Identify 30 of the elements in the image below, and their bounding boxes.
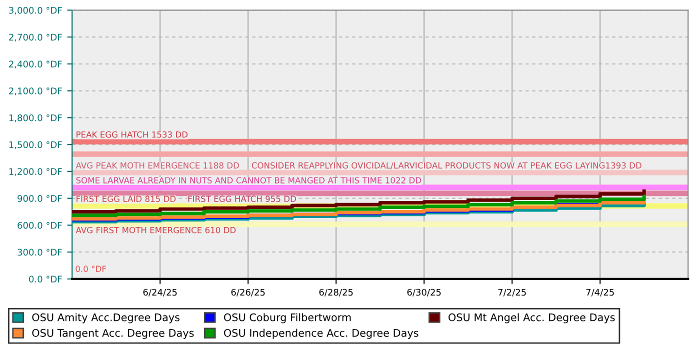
ref-line-label: AVG PEAK MOTH EMERGENCE 1188 DD: [76, 162, 239, 169]
ref-line-label: FIRST EGG HATCH 955 DD: [188, 196, 296, 202]
ref-line-label: SOME LARVAE ALREADY IN NUTS AND CANNOT BE MANGED AT THIS TIME 1022 DD: [76, 177, 422, 184]
x-tick-label: 7/4/25: [586, 288, 614, 296]
legend-label: OSU Amity Acc.Degree Days: [32, 313, 180, 324]
annotation: 0.0 °DF: [76, 266, 106, 272]
y-tick-label: 3,000.0 °DF: [9, 6, 62, 15]
ref-line-label: PEAK EGG HATCH 1533 DD: [76, 131, 188, 138]
y-tick-label: 1,200.0 °DF: [9, 168, 62, 176]
legend-label: OSU Tangent Acc. Degree Days: [32, 328, 194, 339]
legend-label: OSU Independence Acc. Degree Days: [224, 328, 418, 339]
y-tick-label: 2,400.0 °DF: [9, 60, 62, 68]
y-tick-label: 0.0 °DF: [29, 276, 62, 283]
ref-line-label: FIRST EGG LAID 815 DD: [76, 196, 176, 202]
x-tick-label: 6/24/25: [143, 288, 177, 296]
y-tick-label: 1,500.0 °DF: [9, 141, 62, 150]
legend-label: OSU Mt Angel Acc. Degree Days: [448, 313, 615, 324]
y-tick-label: 600.0 °DF: [18, 222, 62, 229]
x-tick-label: 6/26/25: [231, 288, 265, 296]
ref-line-label: CONSIDER REAPPLYING OVICIDAL/LARVICIDAL PRODUCTS NOW AT PEAK EGG LAYING1393 DD: [252, 162, 642, 170]
y-tick-label: 2,100.0 °DF: [9, 88, 62, 96]
x-tick-label: 7/2/25: [498, 288, 526, 296]
y-tick-label: 2,700.0 °DF: [9, 34, 62, 42]
ref-line-label: AVG FIRST MOTH EMERGENCE 610 DD: [76, 226, 236, 234]
y-tick-label: 300.0 °DF: [18, 248, 62, 256]
y-tick-label: 900.0 °DF: [18, 195, 62, 202]
y-tick-label: 1,800.0 °DF: [9, 114, 62, 122]
legend-label: OSU Coburg Filbertworm: [224, 313, 351, 324]
x-tick-label: 6/28/25: [319, 288, 353, 296]
x-tick-label: 6/30/25: [407, 288, 441, 296]
